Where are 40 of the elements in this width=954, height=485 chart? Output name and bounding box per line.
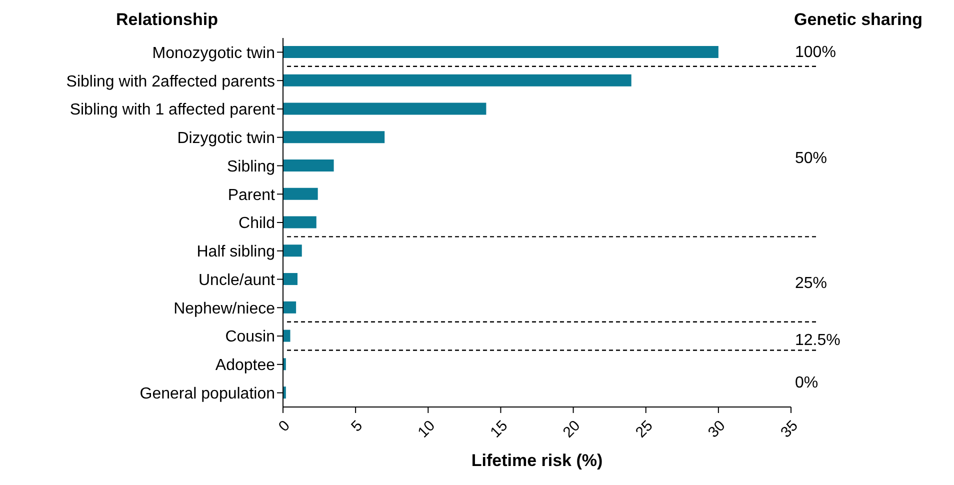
y-tick-label: Child <box>238 215 275 232</box>
y-tick-label: Sibling with 1 affected parent <box>70 102 276 119</box>
bar <box>283 330 290 342</box>
x-tick-label: 20 <box>560 417 584 442</box>
text: 100% <box>795 44 836 61</box>
x-tick-label: 15 <box>487 417 512 442</box>
y-tick-label: Sibling with 2affected parents <box>66 73 275 90</box>
x-tick-label: 25 <box>632 417 656 442</box>
x-tick-label: 10 <box>414 417 438 442</box>
bar <box>283 244 302 257</box>
y-tick-label: Dizygotic twin <box>177 130 275 148</box>
text: 0% <box>795 374 818 392</box>
bar <box>283 74 632 86</box>
y-tick-label: Nephew/niece <box>174 300 276 318</box>
y-tick-label: General population <box>140 385 275 402</box>
x-tick-label: 30 <box>704 417 729 442</box>
y-tick-label: Monozygotic twin <box>152 44 275 62</box>
bar <box>283 216 316 228</box>
y-axis-title: Relationship <box>116 10 218 30</box>
text: 25% <box>795 275 828 292</box>
bar <box>283 46 718 58</box>
bar <box>283 188 318 200</box>
y-tick-label: Parent <box>228 186 276 204</box>
text: 12.5% <box>795 332 840 349</box>
y-tick-label: Adoptee <box>215 357 276 374</box>
text: 50% <box>795 150 828 168</box>
bar <box>283 131 385 144</box>
y-tick-label: Half sibling <box>196 244 275 261</box>
text: Genetic sharing <box>794 10 922 30</box>
x-axis-title: Lifetime risk (%) <box>470 451 604 471</box>
y-tick-label: Sibling <box>226 158 275 176</box>
x-tick-label: 35 <box>778 417 802 442</box>
y-tick-label: Uncle/aunt <box>198 272 276 289</box>
bar <box>283 102 486 115</box>
x-tick-label: 5 <box>348 417 366 436</box>
bar <box>283 273 298 286</box>
bar <box>283 159 334 172</box>
x-tick-label: 0 <box>275 417 294 436</box>
y-tick-label: Cousin <box>225 328 275 346</box>
bar <box>283 301 296 314</box>
